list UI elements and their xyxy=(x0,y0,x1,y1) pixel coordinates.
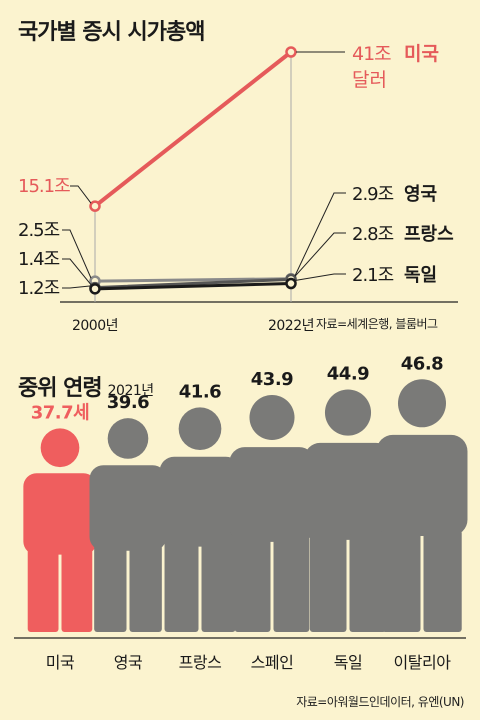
figure-head xyxy=(107,418,149,459)
value-label-스페인: 43.9 xyxy=(251,369,293,390)
series-line-영국 xyxy=(93,277,293,283)
value-label-미국-2022: 41조 xyxy=(352,43,391,65)
value-label-독일-2022: 2.1조 xyxy=(352,265,394,286)
unit-note-달러: 달러 xyxy=(352,69,387,91)
series-line-독일 xyxy=(93,282,293,291)
source-note-market-cap: 자료=세계은행, 블룸버그 xyxy=(316,317,438,331)
figure-torso xyxy=(304,442,392,540)
figure-head xyxy=(249,394,295,440)
figure-right-leg xyxy=(349,533,387,632)
figure-left-leg xyxy=(309,533,347,632)
series-name-영국: 영국 xyxy=(404,184,437,205)
figure-torso xyxy=(89,465,167,551)
figure-left-leg xyxy=(94,544,127,632)
value-label-영국: 39.6 xyxy=(107,392,149,413)
category-label-이탈리아: 이탈리아 xyxy=(394,653,452,672)
value-label-이탈리아: 46.8 xyxy=(401,353,443,374)
figure-head xyxy=(40,428,80,468)
category-label-독일: 독일 xyxy=(334,653,362,672)
figure-torso xyxy=(23,473,97,555)
person-figure-프랑스 xyxy=(159,407,241,632)
figure-left-leg xyxy=(234,535,271,632)
figure-right-leg xyxy=(273,535,310,632)
value-label-미국-2000: 15.1조 xyxy=(18,176,70,197)
figure-torso xyxy=(229,447,315,542)
figure-right-leg xyxy=(61,548,93,632)
chart-title-market-cap: 국가별 증시 시가총액 xyxy=(18,20,205,45)
leader-line-미국-2000 xyxy=(70,185,92,204)
person-figure-미국 xyxy=(23,428,97,632)
person-figure-영국 xyxy=(89,418,167,632)
median-age-subtitle: 2021년 xyxy=(107,383,155,399)
value-label-프랑스-2022: 2.8조 xyxy=(352,224,394,245)
value-label-영국-2000: 2.5조 xyxy=(18,220,60,241)
median-age-title-text: 중위 연령 xyxy=(18,376,103,401)
value-label-독일-2000: 1.2조 xyxy=(18,278,60,299)
data-point-미국-2022년 xyxy=(285,46,297,58)
person-figure-이탈리아 xyxy=(376,379,468,632)
series-line-프랑스 xyxy=(93,277,293,290)
person-figure-독일 xyxy=(304,389,392,632)
leader-line-프랑스-2022 xyxy=(294,232,346,277)
chart-title-median-age: 중위 연령 2021년 xyxy=(18,370,154,402)
series-name-프랑스: 프랑스 xyxy=(404,224,454,245)
figure-torso xyxy=(376,434,468,536)
value-label-프랑스-2000: 1.4조 xyxy=(18,249,60,270)
leader-line-프랑스-2000 xyxy=(62,258,92,285)
category-label-프랑스: 프랑스 xyxy=(179,653,222,672)
leader-line-영국-2000 xyxy=(62,229,92,279)
category-label-스페인: 스페인 xyxy=(251,653,294,672)
figure-left-leg xyxy=(382,529,421,632)
category-label-미국: 미국 xyxy=(46,653,74,672)
value-label-영국-2022: 2.9조 xyxy=(352,184,394,205)
figure-right-leg xyxy=(201,540,236,632)
data-point-미국-2000년 xyxy=(89,200,101,212)
figure-left-leg xyxy=(27,548,59,632)
figure-torso xyxy=(159,456,241,547)
x-tick-label-2000: 2000년 xyxy=(72,318,118,334)
leader-line-독일-2000 xyxy=(62,285,92,289)
value-label-프랑스: 41.6 xyxy=(179,381,221,402)
data-point-독일-2000년 xyxy=(89,283,101,295)
figure-head xyxy=(397,379,447,428)
leader-line-독일-2022 xyxy=(294,273,346,281)
figure-right-leg xyxy=(129,544,162,632)
value-label-독일: 44.9 xyxy=(327,364,369,385)
x-tick-label-2022: 2022년 xyxy=(268,318,314,334)
leader-line-영국-2022 xyxy=(294,192,346,276)
value-label-미국: 37.7세 xyxy=(31,402,89,423)
category-label-영국: 영국 xyxy=(114,653,142,672)
figure-head xyxy=(324,389,372,436)
series-name-독일: 독일 xyxy=(404,265,437,286)
source-note-median-age: 자료=아워월드인데이터, 유엔(UN) xyxy=(296,695,464,709)
series-line-미국 xyxy=(93,50,293,209)
person-figure-스페인 xyxy=(229,394,315,632)
series-name-미국: 미국 xyxy=(404,43,439,65)
figure-right-leg xyxy=(423,529,462,632)
data-point-독일-2022년 xyxy=(285,277,297,290)
figure-head xyxy=(178,407,222,451)
figure-left-leg xyxy=(164,540,199,632)
